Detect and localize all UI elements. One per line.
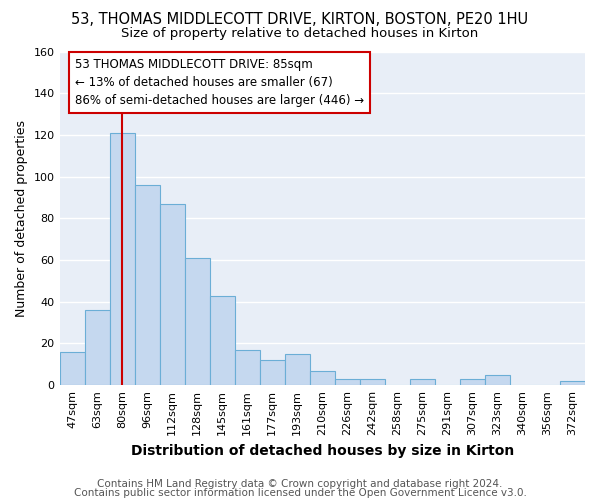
Bar xyxy=(310,370,335,385)
Text: 53 THOMAS MIDDLECOTT DRIVE: 85sqm
← 13% of detached houses are smaller (67)
86% : 53 THOMAS MIDDLECOTT DRIVE: 85sqm ← 13% … xyxy=(74,58,364,107)
Bar xyxy=(59,352,85,385)
X-axis label: Distribution of detached houses by size in Kirton: Distribution of detached houses by size … xyxy=(131,444,514,458)
Bar xyxy=(335,379,360,385)
Bar xyxy=(260,360,285,385)
Bar xyxy=(460,379,485,385)
Text: 53, THOMAS MIDDLECOTT DRIVE, KIRTON, BOSTON, PE20 1HU: 53, THOMAS MIDDLECOTT DRIVE, KIRTON, BOS… xyxy=(71,12,529,28)
Y-axis label: Number of detached properties: Number of detached properties xyxy=(15,120,28,317)
Bar xyxy=(560,381,585,385)
Bar xyxy=(160,204,185,385)
Bar xyxy=(485,375,510,385)
Bar xyxy=(85,310,110,385)
Bar xyxy=(235,350,260,385)
Bar xyxy=(360,379,385,385)
Text: Size of property relative to detached houses in Kirton: Size of property relative to detached ho… xyxy=(121,28,479,40)
Bar xyxy=(185,258,209,385)
Bar xyxy=(410,379,435,385)
Text: Contains public sector information licensed under the Open Government Licence v3: Contains public sector information licen… xyxy=(74,488,526,498)
Bar xyxy=(285,354,310,385)
Text: Contains HM Land Registry data © Crown copyright and database right 2024.: Contains HM Land Registry data © Crown c… xyxy=(97,479,503,489)
Bar xyxy=(110,133,134,385)
Bar xyxy=(209,296,235,385)
Bar xyxy=(134,185,160,385)
